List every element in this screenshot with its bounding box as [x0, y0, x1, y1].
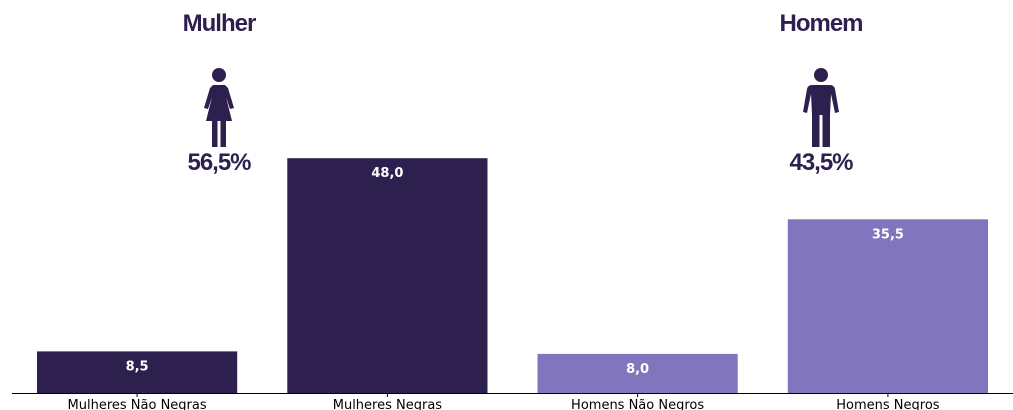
bar-value-label-1: 8,5 — [126, 359, 149, 374]
female-title: Mulher — [182, 10, 257, 37]
x-tick-label-3: Homens Não Negros — [571, 398, 704, 410]
x-tick-label-1: Mulheres Não Negras — [68, 398, 207, 410]
bar-value-label-4: 35,5 — [872, 227, 904, 242]
female-icon — [204, 68, 234, 147]
bar-value-label-2: 48,0 — [371, 166, 403, 181]
bar-2 — [287, 158, 488, 393]
bar-value-label-3: 8,0 — [626, 362, 649, 377]
bar-3 — [537, 353, 738, 393]
female-percent: 56,5% — [187, 149, 251, 176]
x-tick-label-4: Homens Negros — [836, 398, 940, 410]
male-icon — [803, 68, 839, 147]
x-tick-label-2: Mulheres Negras — [333, 398, 443, 410]
male-title: Homem — [779, 10, 863, 37]
male-percent: 43,5% — [789, 149, 853, 176]
bar-1 — [37, 351, 238, 393]
bar-4 — [787, 219, 988, 393]
